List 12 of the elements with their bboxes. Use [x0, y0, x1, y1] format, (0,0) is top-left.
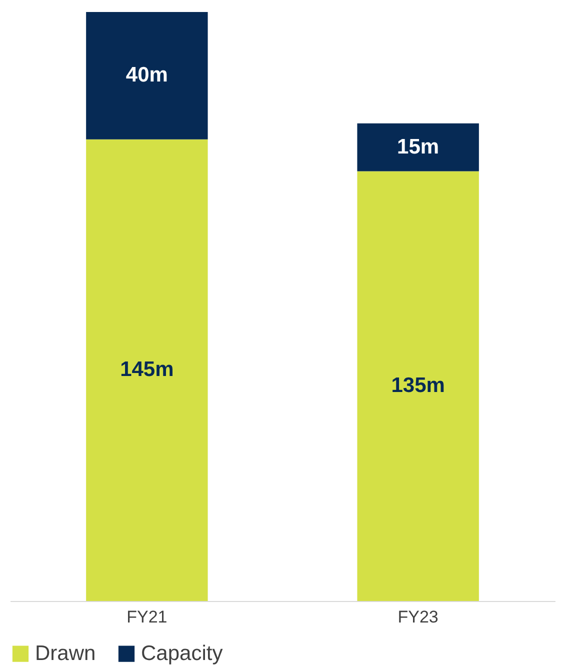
data-label: 40m [126, 64, 168, 87]
legend-label: Capacity [141, 642, 224, 665]
bar [357, 171, 479, 601]
bar [86, 12, 208, 140]
x-tick-label: FY23 [398, 608, 438, 626]
bar [86, 139, 208, 601]
data-label: 145m [120, 358, 174, 382]
data-label: 135m [391, 374, 445, 398]
bar [357, 123, 479, 172]
legend-label: Drawn [35, 642, 96, 665]
data-label: 15m [397, 135, 440, 158]
x-tick-label: FY21 [126, 608, 168, 626]
